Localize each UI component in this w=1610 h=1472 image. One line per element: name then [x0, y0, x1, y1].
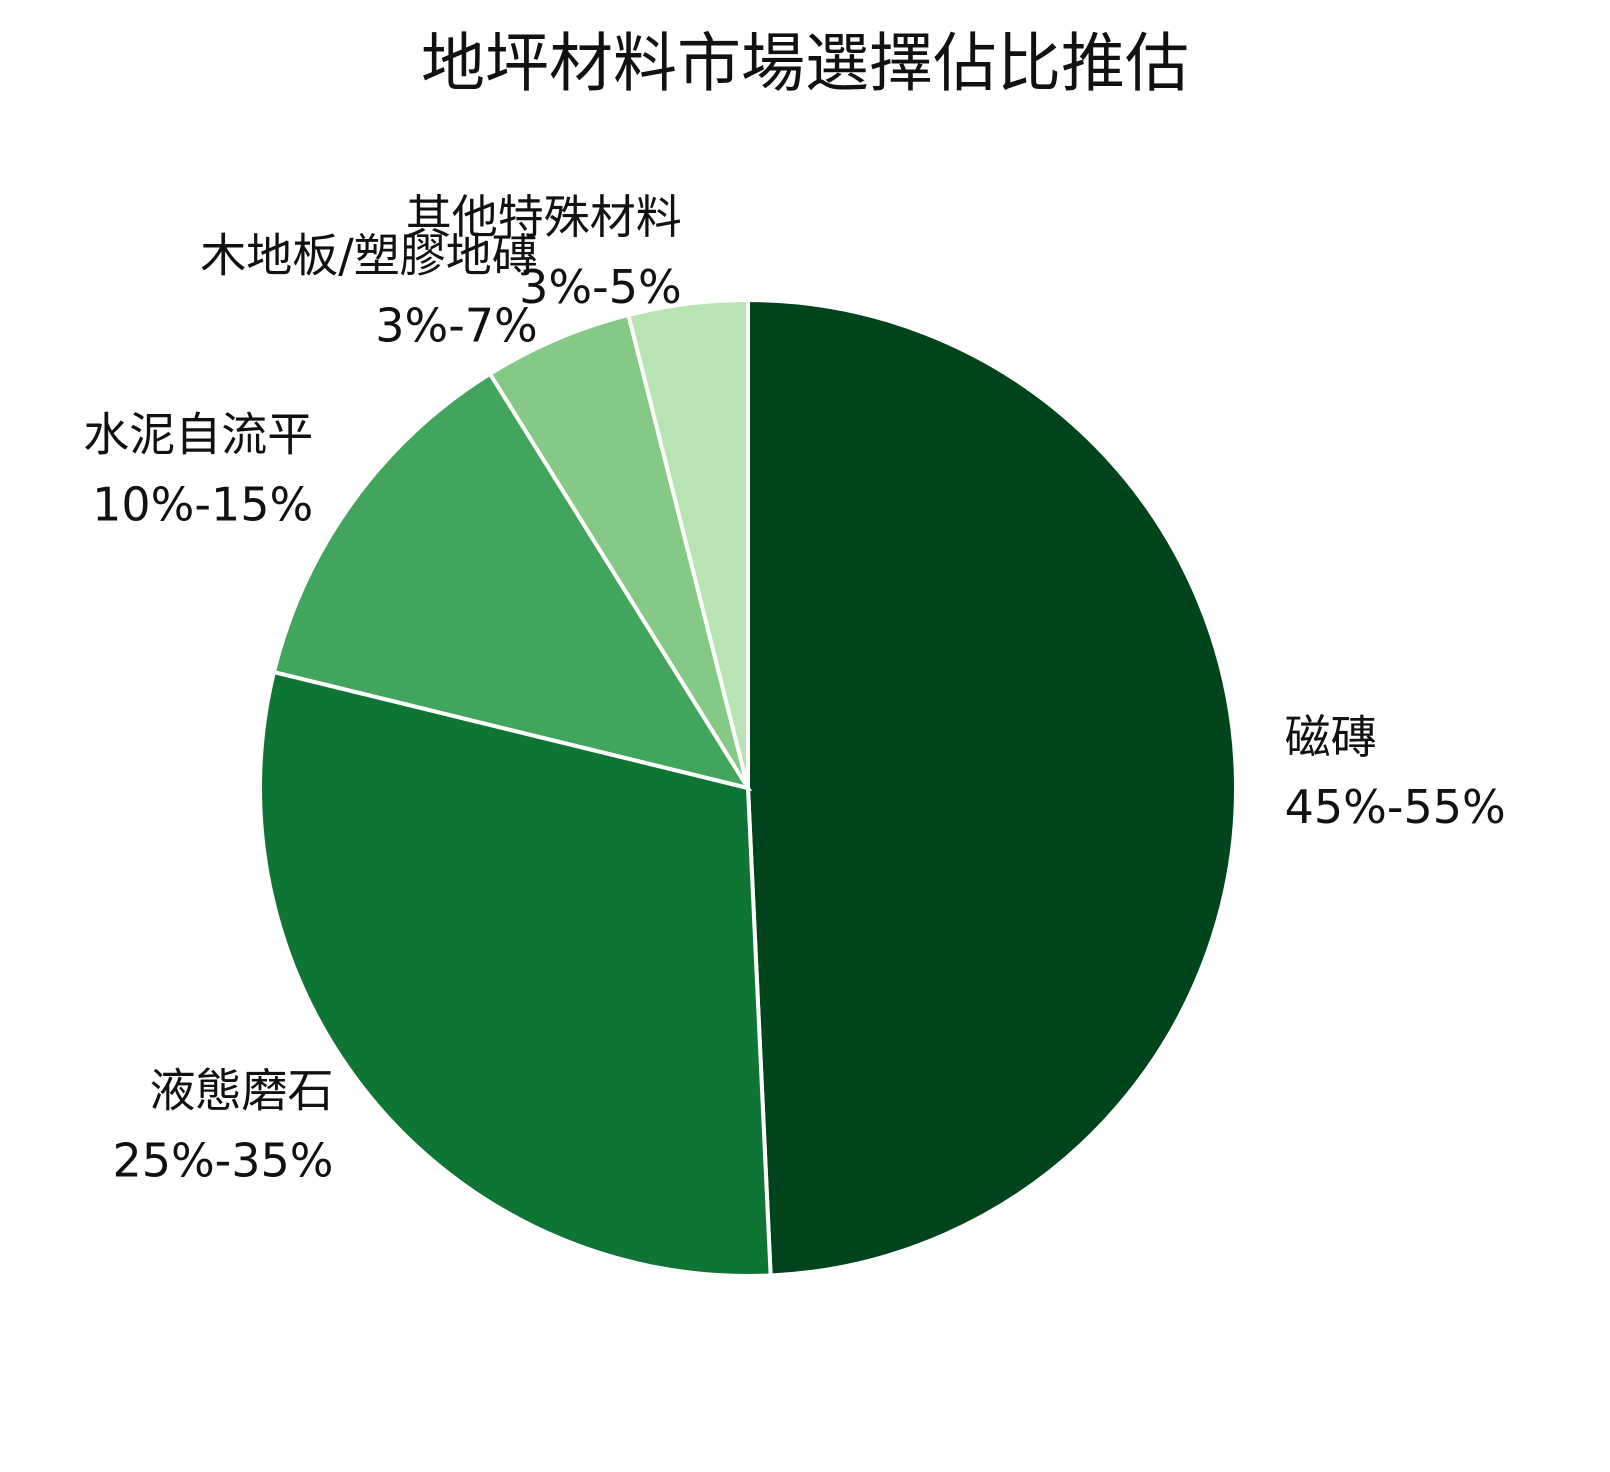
slice-value-label: 3%-5%: [519, 260, 682, 314]
slice-label: 木地板/塑膠地磚: [200, 229, 538, 283]
slice-value-label: 25%-35%: [112, 1134, 333, 1188]
slice-value-label: 10%-15%: [92, 478, 313, 532]
pie-slice: [258, 669, 773, 1278]
slice-label: 磁磚: [1285, 710, 1377, 764]
pie-slice: [487, 312, 750, 790]
chart-title: 地坪材料市場選擇佔比推估: [421, 28, 1189, 102]
pie-slice: [271, 371, 753, 792]
slice-value-label: 3%-7%: [375, 299, 538, 353]
slice-label: 水泥自流平: [83, 408, 313, 462]
pie-slice: [746, 297, 1238, 1278]
slice-label: 其他特殊材料: [406, 190, 682, 244]
slice-value-label: 45%-55%: [1285, 780, 1506, 834]
pie-slice: [625, 297, 750, 789]
slice-label: 液態磨石: [150, 1064, 334, 1118]
